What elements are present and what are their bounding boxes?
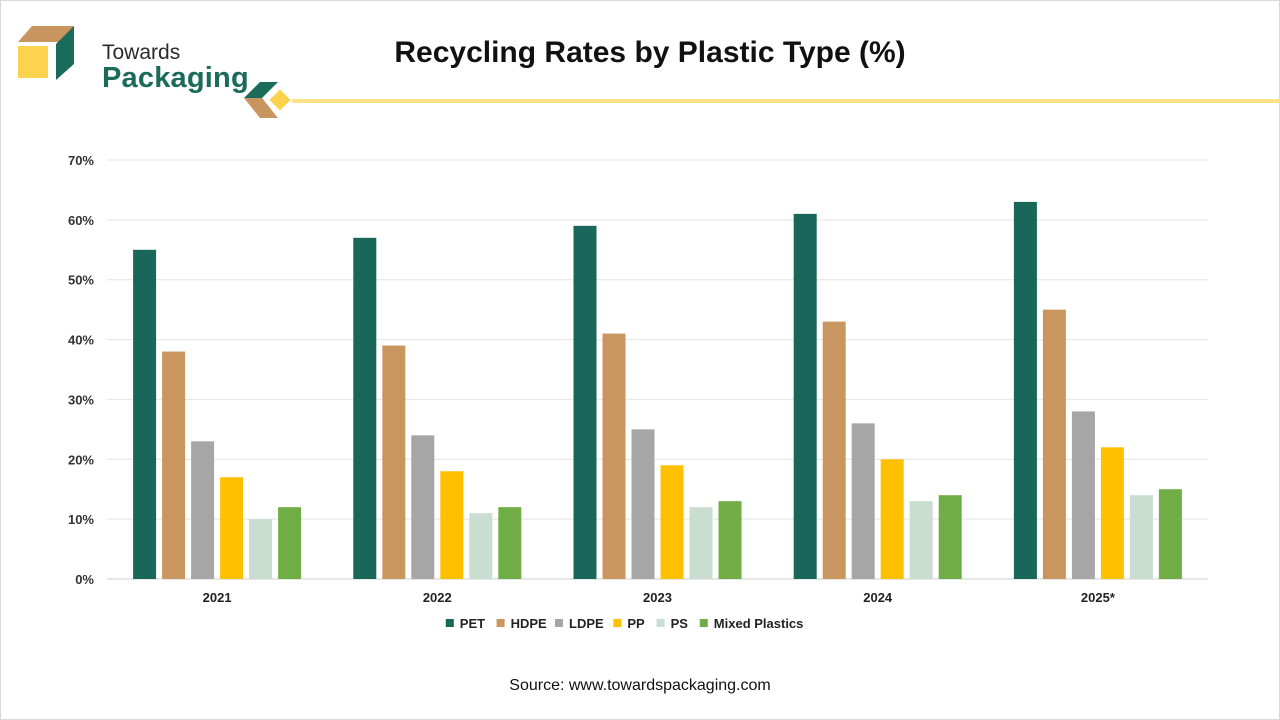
divider-line — [292, 99, 1280, 103]
bar-pet — [353, 237, 377, 580]
legend-swatch — [613, 619, 622, 627]
legend-label: Mixed Plastics — [714, 616, 804, 631]
y-tick-label: 0% — [75, 572, 94, 587]
bar-ps — [469, 513, 493, 579]
bar-pp — [440, 471, 464, 579]
bar-pp — [220, 477, 244, 579]
legend-swatch — [555, 619, 563, 627]
bar-ps — [1129, 495, 1153, 579]
bar-ldpe — [631, 429, 655, 579]
bar-ps — [249, 519, 273, 579]
x-tick-label: 2021 — [203, 590, 232, 605]
source-note: Source: www.towardspackaging.com — [509, 677, 771, 694]
bar-mixed-plastics — [938, 495, 962, 579]
legend-swatch — [496, 619, 505, 627]
bar-hdpe — [162, 351, 186, 579]
y-tick-label: 30% — [68, 392, 94, 407]
logo: Towards Packaging — [18, 22, 249, 93]
y-tick-label: 20% — [68, 452, 94, 467]
logo-text-packaging: Packaging — [102, 62, 249, 94]
bar-ps — [689, 507, 713, 579]
bar-mixed-plastics — [718, 501, 742, 579]
bar-mixed-plastics — [278, 507, 302, 579]
chart-title: Recycling Rates by Plastic Type (%) — [394, 36, 906, 69]
bar-ldpe — [411, 435, 435, 579]
x-tick-label: 2024 — [863, 590, 893, 605]
logo-box-icon — [18, 26, 74, 80]
title-divider — [244, 82, 1280, 118]
divider-diamond — [266, 86, 294, 114]
divider-mark-dark — [244, 82, 278, 98]
bar-mixed-plastics — [498, 507, 522, 579]
legend-label: LDPE — [569, 616, 604, 631]
bar-pp — [660, 465, 684, 579]
bar-hdpe — [382, 345, 406, 579]
legend-swatch — [699, 619, 708, 627]
bar-ldpe — [191, 441, 215, 579]
bar-pet — [573, 225, 597, 580]
bar-pp — [1100, 447, 1124, 579]
x-tick-label: 2023 — [643, 590, 672, 605]
divider-mark-tan — [244, 98, 278, 118]
legend-label: PS — [671, 616, 689, 631]
y-tick-label: 70% — [68, 153, 94, 168]
legend-label: HDPE — [511, 616, 547, 631]
legend-label: PP — [627, 616, 645, 631]
bar-ldpe — [851, 423, 875, 579]
legend-swatch — [656, 619, 665, 627]
y-tick-label: 10% — [68, 512, 94, 527]
bar-hdpe — [602, 333, 626, 579]
bar-pet — [1013, 201, 1037, 579]
y-tick-label: 50% — [68, 273, 94, 288]
legend-label: PET — [460, 616, 485, 631]
bar-pet — [133, 249, 157, 580]
x-tick-label: 2022 — [423, 590, 452, 605]
x-tick-label: 2025* — [1081, 590, 1116, 605]
bar-hdpe — [822, 321, 846, 579]
y-tick-label: 40% — [68, 333, 94, 348]
logo-text-towards: Towards — [102, 41, 181, 64]
bar-hdpe — [1042, 309, 1066, 579]
y-tick-label: 60% — [68, 213, 94, 228]
bar-ldpe — [1071, 411, 1095, 579]
legend-swatch — [445, 619, 454, 627]
bar-pp — [880, 459, 904, 579]
bar-ps — [909, 501, 933, 579]
bar-mixed-plastics — [1158, 489, 1182, 579]
bar-pet — [793, 213, 817, 579]
